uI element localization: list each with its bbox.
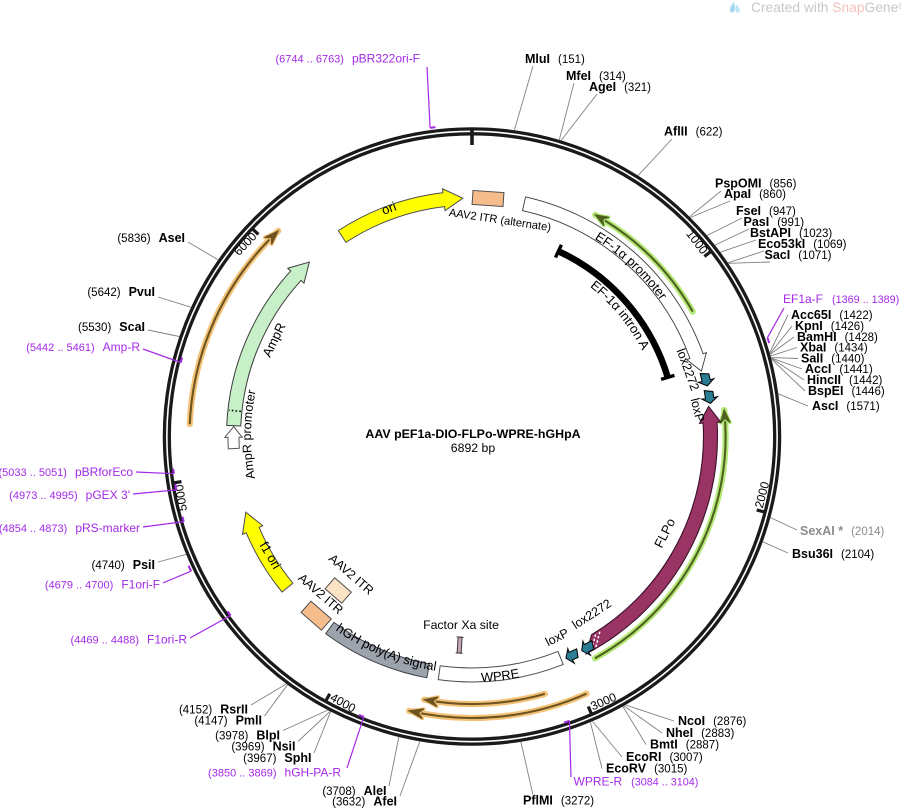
svg-text:loxP: loxP [688,397,707,424]
svg-text:(4854 .. 4873)pRS-marker: (4854 .. 4873) pRS-marker [0,521,140,535]
svg-text:(3850 .. 3869)hGH-PA-R: (3850 .. 3869) hGH-PA-R [208,766,341,780]
svg-text:(5836)AseI: (5836) AseI [117,231,185,245]
svg-text:SalI(1440): SalI (1440) [801,352,865,366]
svg-text:5000: 5000 [172,483,190,512]
svg-text:(6744 .. 6763)pBR322ori-F: (6744 .. 6763) pBR322ori-F [275,52,420,66]
svg-text:6892 bp: 6892 bp [451,441,496,455]
svg-text:AccI(1441): AccI (1441) [805,362,873,376]
svg-text:SacI(1071): SacI (1071) [765,248,832,262]
svg-text:(3708)AleI: (3708) AleI [322,784,386,798]
svg-text:2000: 2000 [752,480,772,510]
svg-text:AscI(1571): AscI (1571) [812,399,880,413]
svg-text:(3969)NsiI: (3969) NsiI [231,740,295,754]
svg-text:(5530)ScaI: (5530) ScaI [78,320,145,334]
svg-text:NcoI(2876): NcoI (2876) [678,714,747,728]
svg-text:(4147)PmlI: (4147) PmlI [194,714,262,728]
svg-text:(4679 .. 4700)F1ori-F: (4679 .. 4700) F1ori-F [45,578,160,592]
svg-text:(4973 .. 4995)pGEX 3': (4973 .. 4995) pGEX 3' [9,488,130,502]
svg-text:(5642)PvuI: (5642) PvuI [87,285,155,299]
svg-text:(5033 .. 5051)pBRforEco: (5033 .. 5051) pBRforEco [0,465,133,479]
svg-text:NheI(2883): NheI (2883) [666,726,735,740]
svg-text:WPRE-R(3084 .. 3104): WPRE-R (3084 .. 3104) [574,775,699,789]
svg-text:(3967)SphI: (3967) SphI [243,751,311,765]
svg-text:(3978)BlpI: (3978) BlpI [215,729,280,743]
svg-text:AAV pEF1a-DIO-FLPo-WPRE-hGHpA: AAV pEF1a-DIO-FLPo-WPRE-hGHpA [365,427,580,441]
svg-text:SexAI *(2014): SexAI * (2014) [800,524,885,538]
svg-text:(4740)PsiI: (4740) PsiI [92,558,156,572]
svg-text:(5442 .. 5461)Amp-R: (5442 .. 5461) Amp-R [26,340,140,354]
svg-text:(4152)RsrII: (4152) RsrII [179,703,248,717]
svg-text:ori: ori [380,199,399,218]
svg-text:Created with SnapGene®: Created with SnapGene® [751,0,901,15]
svg-text:WPRE: WPRE [481,665,521,684]
svg-text:Factor Xa site: Factor Xa site [423,618,499,632]
svg-text:(4469 .. 4488)F1ori-R: (4469 .. 4488) F1ori-R [70,633,187,647]
svg-text:AmpR promoter: AmpR promoter [240,389,259,481]
svg-text:Eco53kI(1069): Eco53kI (1069) [758,237,847,251]
svg-text:EF1a-F(1369 .. 1389): EF1a-F (1369 .. 1389) [783,292,899,306]
svg-text:(3632)AfeI: (3632) AfeI [332,795,397,809]
svg-text:XbaI(1434): XbaI (1434) [800,341,868,355]
svg-text:PspOMI(856): PspOMI (856) [715,177,797,191]
